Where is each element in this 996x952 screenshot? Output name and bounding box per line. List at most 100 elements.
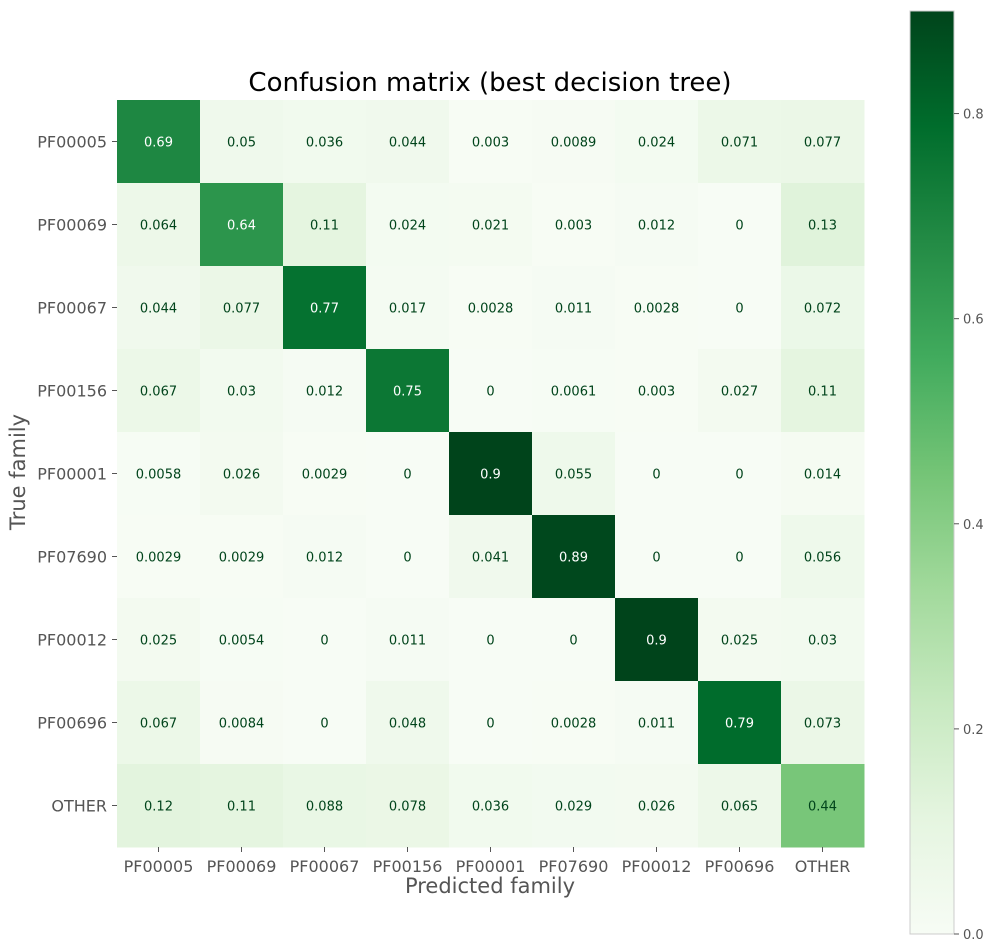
heatmap-cell [366,681,450,765]
cell-value-label: 0.088 [306,800,343,815]
heatmap-cell [449,432,533,516]
heatmap-cell [698,598,782,682]
x-tick-label: OTHER [795,857,851,876]
x-tick-label: PF00001 [456,857,526,876]
heatmap-cell [781,266,865,350]
cell-value-label: 0.077 [804,136,841,151]
heatmap-cell [781,349,865,433]
heatmap-cell [283,266,367,350]
cell-value-label: 0.011 [638,717,675,732]
heatmap-cell [698,515,782,599]
cell-value-label: 0.077 [223,302,260,317]
heatmap-cell [615,432,699,516]
heatmap-cell [698,432,782,516]
heatmap-cell [615,764,699,848]
cell-value-label: 0.012 [306,551,343,566]
cell-value-label: 0.072 [804,302,841,317]
cell-value-label: 0.13 [808,219,837,234]
cell-value-label: 0.05 [227,136,256,151]
heatmap-cell [781,515,865,599]
cell-value-label: 0 [320,717,328,732]
cell-value-label: 0 [735,551,743,566]
y-tick-label: OTHER [51,797,107,816]
y-axis-ticks: PF00005 PF00069 PF00067 PF00156 PF00001 PF076… [37,133,117,816]
cell-value-label: 0.11 [227,800,256,815]
heatmap-cell [615,598,699,682]
heatmap-cell [449,349,533,433]
cell-value-label: 0.017 [389,302,426,317]
heatmap-cell [117,100,201,184]
cell-value-label: 0.055 [555,468,592,483]
cell-value-label: 0.0058 [136,468,182,483]
cell-value-label: 0.03 [808,634,837,649]
y-tick-label: PF00012 [37,631,107,650]
heatmap-cell [366,598,450,682]
cell-value-label: 0 [486,717,494,732]
heatmap-cell [117,432,201,516]
cell-value-label: 0.026 [223,468,260,483]
cell-value-label: 0.014 [804,468,841,483]
cell-value-label: 0.073 [804,717,841,732]
cell-value-label: 0.9 [480,468,501,483]
cell-value-label: 0.012 [306,385,343,400]
cell-value-label: 0.69 [144,136,173,151]
heatmap-cell [283,183,367,267]
x-axis-label: Predicted family [405,874,575,898]
heatmap-cell [449,266,533,350]
cell-value-label: 0.003 [638,385,675,400]
heatmap-cell [615,183,699,267]
cell-value-label: 0.056 [804,551,841,566]
cell-value-label: 0.024 [389,219,426,234]
heatmap-cell [283,764,367,848]
cell-value-label: 0.029 [555,800,592,815]
cell-value-label: 0.011 [555,302,592,317]
heatmap-cell [615,349,699,433]
cell-value-label: 0.44 [808,800,837,815]
heatmap-cell [117,266,201,350]
cell-value-label: 0.078 [389,800,426,815]
heatmap-cell [532,598,616,682]
heatmap-cell [698,100,782,184]
cell-value-label: 0.003 [555,219,592,234]
cell-value-label: 0 [735,219,743,234]
heatmap-cell [698,266,782,350]
x-tick-label: PF07690 [539,857,609,876]
cell-value-label: 0.0028 [634,302,680,317]
cell-value-label: 0.025 [721,634,758,649]
cell-value-label: 0.044 [140,302,177,317]
cell-value-label: 0.065 [721,800,758,815]
cell-value-label: 0.071 [721,136,758,151]
colorbar-tick-label: 0.8 [963,108,984,123]
cell-value-label: 0.027 [721,385,758,400]
heatmap-cell [781,598,865,682]
heatmap-cell [200,764,284,848]
y-tick-label: PF00156 [37,382,107,401]
cell-value-label: 0.064 [140,219,177,234]
heatmap-cell [200,266,284,350]
heatmap-cell [449,183,533,267]
cell-value-label: 0.64 [227,219,256,234]
heatmap-cell [117,183,201,267]
cell-value-label: 0.067 [140,717,177,732]
cell-value-label: 0.021 [472,219,509,234]
cell-value-label: 0 [320,634,328,649]
heatmap-cell [615,100,699,184]
heatmap-cell [532,266,616,350]
x-tick-label: PF00012 [622,857,692,876]
cell-value-label: 0.12 [144,800,173,815]
heatmap-cell [200,349,284,433]
y-tick-label: PF00067 [37,299,107,318]
cell-value-label: 0 [569,634,577,649]
y-tick-label: PF00005 [37,133,107,152]
cell-value-label: 0.0061 [551,385,597,400]
heatmap-cell [781,183,865,267]
heatmap-cell [532,349,616,433]
heatmap-cell [117,681,201,765]
heatmap-cell [117,598,201,682]
x-axis-ticks: PF00005 PF00069 PF00067 PF00156 PF00001 PF076… [124,847,851,876]
heatmap-cell [366,100,450,184]
y-tick-label: PF07690 [37,548,107,567]
cell-value-label: 0.79 [725,717,754,732]
cell-value-label: 0.041 [472,551,509,566]
y-tick-label: PF00069 [37,216,107,235]
